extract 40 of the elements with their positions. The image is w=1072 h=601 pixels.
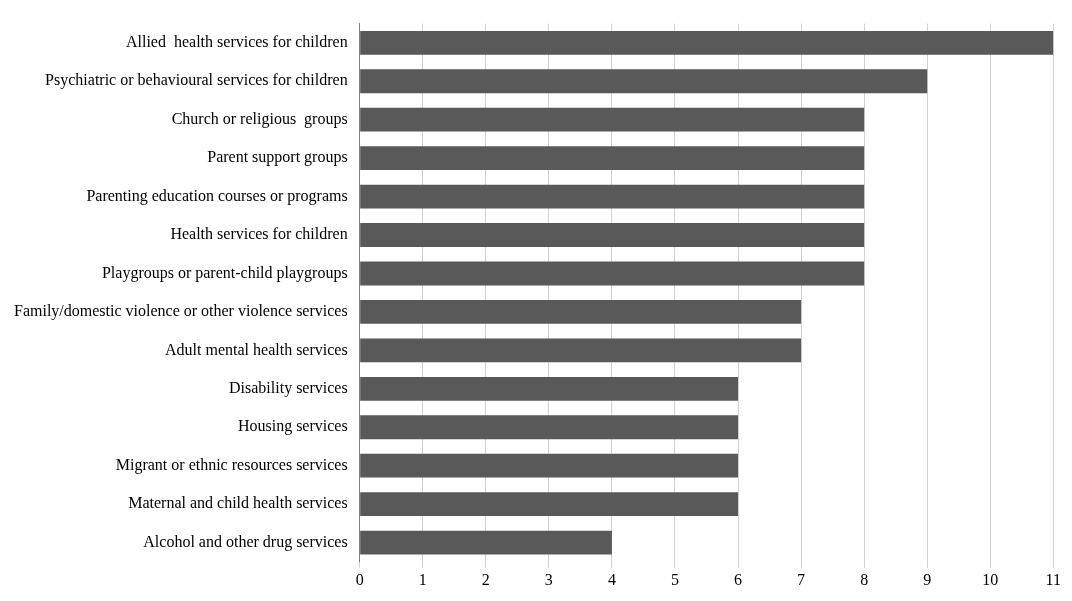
x-tick-label: 4 xyxy=(607,570,616,588)
bar xyxy=(360,146,865,171)
y-tick-label: Disability services xyxy=(229,379,348,398)
y-tick-label: Parent support groups xyxy=(207,148,348,167)
y-tick-label: Health services for children xyxy=(170,225,348,243)
y-tick-label: Church or religious groups xyxy=(171,109,348,128)
x-tick-label: 1 xyxy=(418,570,427,588)
bar xyxy=(360,261,865,286)
x-tick-label: 11 xyxy=(1045,570,1061,588)
bar xyxy=(360,69,928,94)
bar xyxy=(360,300,802,324)
bar xyxy=(360,453,739,478)
y-tick-label: Allied health services for children xyxy=(125,33,348,51)
x-tick-label: 7 xyxy=(797,570,806,588)
x-tick-label: 8 xyxy=(860,570,869,588)
y-tick-label: Playgroups or parent-child playgroups xyxy=(101,263,348,282)
bar xyxy=(360,30,1054,55)
bar xyxy=(360,184,865,209)
y-tick-label: Family/domestic violence or other violence services xyxy=(14,302,348,321)
bar xyxy=(360,376,739,401)
bar xyxy=(360,338,802,363)
x-tick-label: 0 xyxy=(355,570,364,588)
bar xyxy=(360,223,865,247)
bar xyxy=(360,415,739,440)
y-tick-label: Maternal and child health services xyxy=(128,494,348,512)
y-tick-label: Parenting education courses or programs xyxy=(86,186,348,205)
x-tick-label: 2 xyxy=(481,570,490,588)
x-tick-label: 10 xyxy=(982,570,999,588)
x-tick-label: 5 xyxy=(670,570,679,588)
x-tick-label: 9 xyxy=(923,570,932,588)
y-tick-label: Adult mental health services xyxy=(165,340,348,358)
x-tick-label: 3 xyxy=(544,570,553,588)
x-tick-label: 6 xyxy=(734,570,743,588)
y-tick-label: Migrant or ethnic resources services xyxy=(115,455,348,474)
bar xyxy=(360,492,739,517)
y-tick-label: Psychiatric or behavioural services for children xyxy=(45,71,348,90)
bar xyxy=(360,107,865,132)
y-tick-label: Alcohol and other drug services xyxy=(143,532,348,551)
bar xyxy=(360,530,612,555)
y-tick-label: Housing services xyxy=(237,417,348,436)
